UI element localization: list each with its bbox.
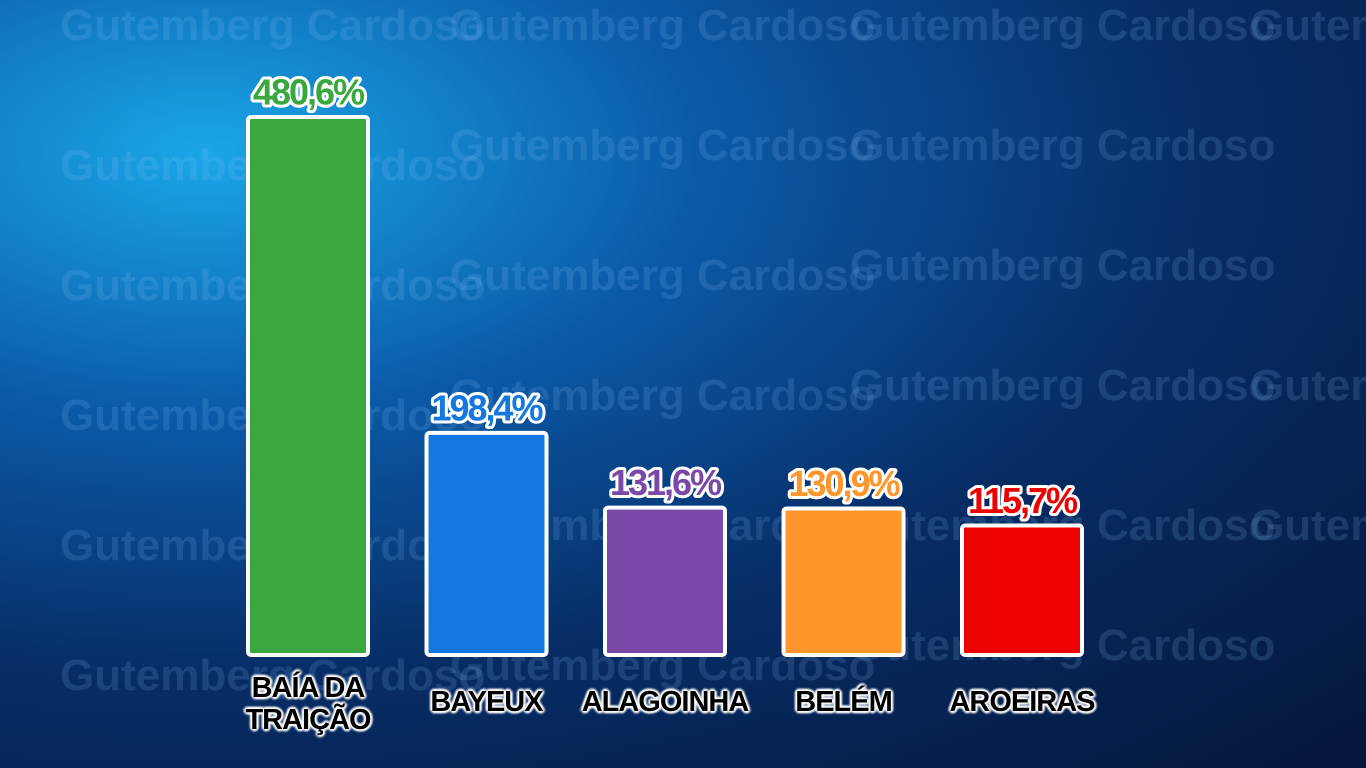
watermark: Gutemberg Cardoso bbox=[450, 371, 875, 420]
watermark: Gutemberg Cardoso bbox=[850, 121, 1275, 170]
bar bbox=[603, 505, 727, 658]
watermark: Gutemberg Cardoso bbox=[1250, 501, 1366, 550]
value-label: 480,6% bbox=[253, 72, 365, 113]
bar bbox=[960, 523, 1084, 658]
category-label: BAYEUX bbox=[430, 686, 543, 718]
category-label: ALAGOINHA bbox=[581, 686, 750, 718]
watermark: Gutemberg Cardoso bbox=[850, 361, 1275, 410]
watermark: Gutemberg Cardoso bbox=[850, 241, 1275, 290]
bar bbox=[246, 115, 370, 657]
bar bbox=[424, 430, 549, 658]
watermark: Gutemberg Cardoso bbox=[450, 1, 875, 50]
value-label: 198,4% bbox=[431, 387, 543, 428]
category-label: BAÍA DA TRAIÇÃO bbox=[245, 672, 371, 736]
watermark: Gutemberg Cardoso bbox=[850, 1, 1275, 50]
bar bbox=[781, 506, 906, 658]
watermark: Gutemberg Cardoso bbox=[1250, 1, 1366, 50]
watermark: Gutemberg Cardoso bbox=[60, 1, 485, 50]
bar-layer: 480,6% 198,4% 131,6% 130,9% 115,7% bbox=[246, 69, 1084, 658]
category-label: BELÉM bbox=[795, 686, 893, 718]
watermark: Gutemberg Cardoso bbox=[450, 121, 875, 170]
value-label: 115,7% bbox=[968, 480, 1078, 521]
watermark: Gutemberg Cardoso bbox=[450, 251, 875, 300]
value-label: 131,6% bbox=[610, 462, 722, 503]
watermark: Gutemberg Cardoso bbox=[60, 651, 485, 700]
value-label: 130,9% bbox=[788, 463, 900, 504]
watermark: Gutemberg Cardoso bbox=[1250, 361, 1366, 410]
category-label: AROEIRAS bbox=[949, 686, 1095, 718]
